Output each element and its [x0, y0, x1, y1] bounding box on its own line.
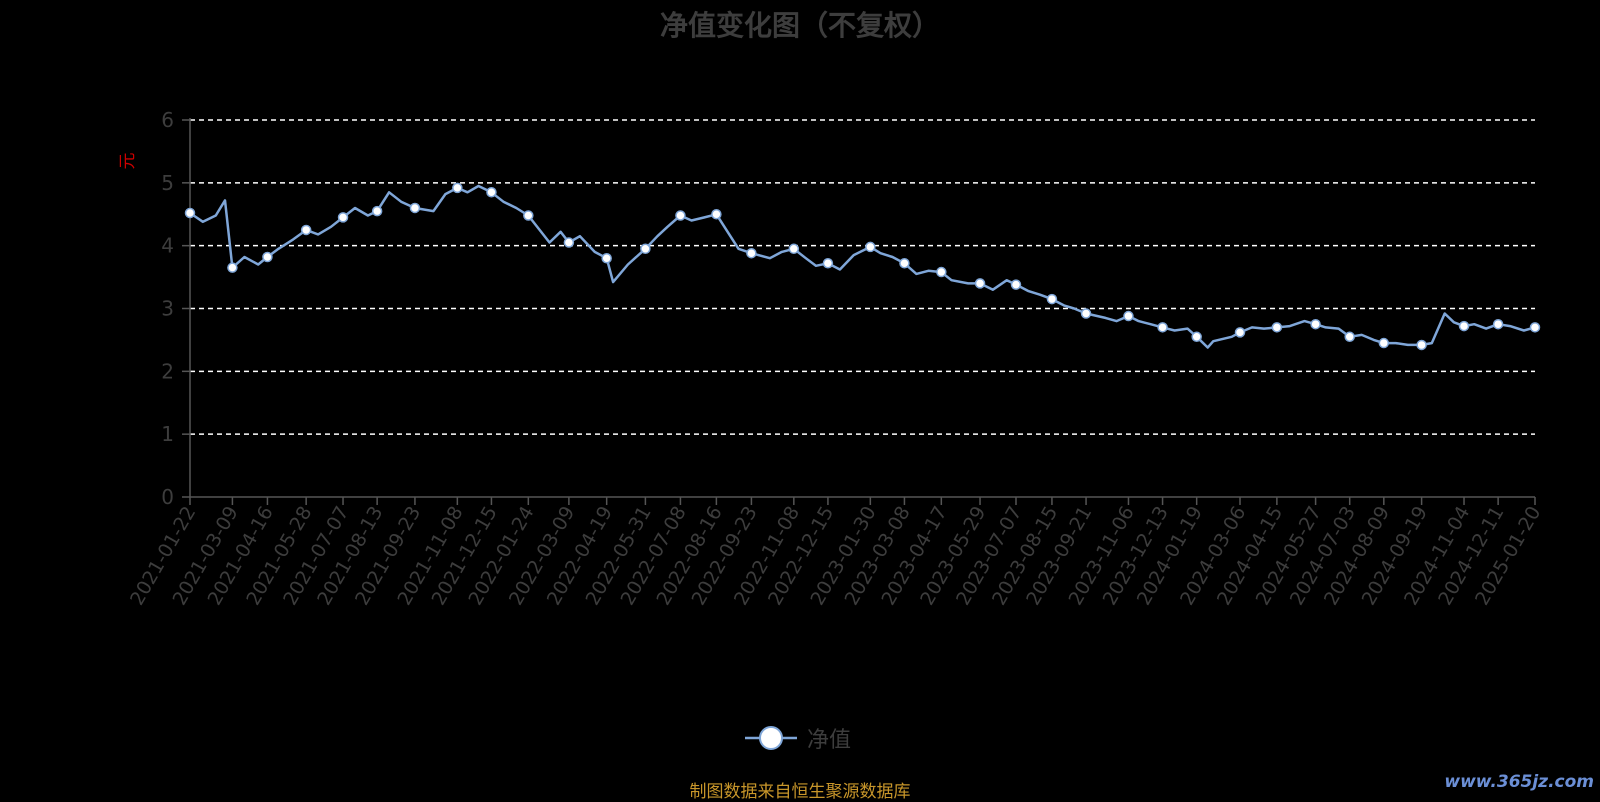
- x-tick-labels: 2021-01-222021-03-092021-04-162021-05-28…: [126, 497, 1545, 609]
- data-point[interactable]: [822, 258, 834, 269]
- data-point[interactable]: [486, 187, 497, 198]
- data-point[interactable]: [1310, 318, 1321, 330]
- data-point[interactable]: [865, 241, 876, 253]
- y-tick-label: 4: [161, 234, 174, 258]
- series-markers: [184, 182, 1541, 351]
- legend-label: 净值: [807, 728, 852, 753]
- data-point[interactable]: [1344, 331, 1355, 343]
- data-point[interactable]: [452, 182, 463, 194]
- data-point[interactable]: [1529, 322, 1541, 333]
- y-tick-label: 5: [161, 171, 174, 195]
- data-point[interactable]: [523, 210, 534, 221]
- y-tick-label: 0: [161, 485, 174, 509]
- chart-title: 净值变化图（不复权）: [659, 9, 940, 42]
- y-tick-label: 2: [161, 359, 174, 383]
- data-point[interactable]: [974, 278, 986, 289]
- data-point[interactable]: [1378, 337, 1390, 349]
- data-point[interactable]: [1080, 308, 1092, 319]
- data-point[interactable]: [262, 251, 273, 263]
- data-point[interactable]: [1458, 320, 1470, 332]
- y-tick-label: 6: [161, 108, 174, 132]
- watermark: www.365jz.com: [1444, 772, 1594, 792]
- data-point[interactable]: [1416, 339, 1427, 351]
- data-point[interactable]: [936, 266, 947, 278]
- legend-symbol-icon: [745, 726, 797, 750]
- y-axis-unit-label: 元: [118, 153, 138, 170]
- data-point[interactable]: [409, 202, 421, 214]
- data-point[interactable]: [640, 243, 651, 255]
- data-point[interactable]: [227, 262, 238, 273]
- data-source-note: 制图数据来自恒生聚源数据库: [689, 782, 911, 802]
- y-tick-labels: 0 1 2 3 4 5 6: [161, 108, 190, 509]
- data-point[interactable]: [746, 247, 757, 259]
- data-point[interactable]: [1046, 293, 1058, 305]
- data-point[interactable]: [601, 252, 612, 264]
- data-point[interactable]: [1010, 279, 1022, 290]
- data-point[interactable]: [1191, 331, 1202, 343]
- data-point[interactable]: [675, 210, 686, 221]
- grid-lines: [190, 119, 1535, 435]
- series-line-nav: [189, 184, 1536, 349]
- data-point[interactable]: [1234, 327, 1246, 338]
- y-tick-label: 3: [161, 297, 174, 321]
- y-tick-label: 1: [161, 422, 174, 446]
- data-point[interactable]: [788, 243, 800, 255]
- axes: [189, 118, 1535, 498]
- data-point[interactable]: [1271, 322, 1283, 333]
- data-point[interactable]: [563, 237, 575, 248]
- data-point[interactable]: [711, 209, 722, 220]
- data-point[interactable]: [184, 207, 196, 219]
- data-point[interactable]: [337, 212, 349, 223]
- data-point[interactable]: [300, 224, 312, 236]
- data-point[interactable]: [1123, 310, 1134, 322]
- data-point[interactable]: [1492, 318, 1504, 330]
- data-point[interactable]: [899, 258, 910, 269]
- legend[interactable]: 净值: [745, 718, 851, 758]
- data-point[interactable]: [1157, 322, 1168, 333]
- data-point[interactable]: [371, 205, 383, 217]
